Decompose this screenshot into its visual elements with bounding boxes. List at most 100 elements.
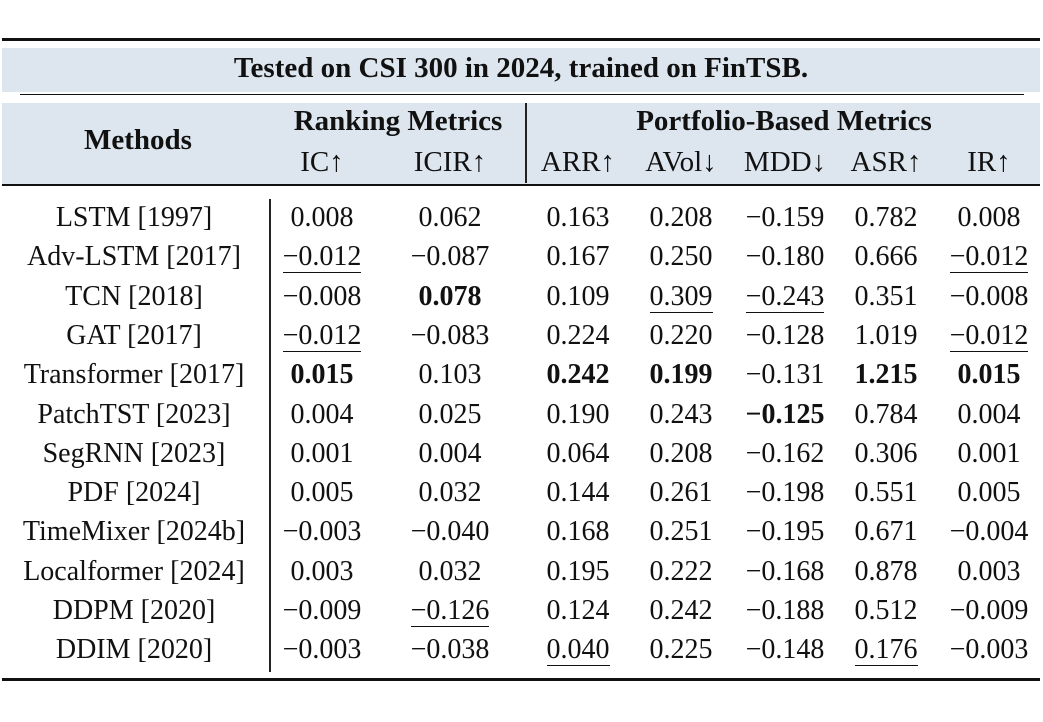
- col-header-ir: IR↑: [967, 146, 1011, 178]
- metric-cell: 0.003: [290, 555, 354, 587]
- table-row: DDPM [2020] −0.009 −0.126 0.124 0.242 −0.188 0…: [0, 591, 1043, 630]
- metric-cell: 0.004: [418, 437, 482, 469]
- header-mid-rule: [2, 184, 1040, 186]
- metric-cell: 0.003: [957, 555, 1021, 587]
- metric-cell: −0.131: [745, 359, 825, 391]
- metric-cell: −0.003: [949, 634, 1029, 666]
- ranking-metrics-header: Ranking Metrics: [293, 105, 503, 137]
- metric-cell: 0.144: [546, 477, 610, 509]
- metric-cell: 0.008: [957, 202, 1021, 233]
- metric-cell: 0.004: [957, 398, 1021, 430]
- metric-cell: −0.004: [949, 516, 1029, 548]
- method-name: DDIM [2020]: [55, 634, 213, 666]
- table-row: Localformer [2024] 0.003 0.032 0.195 0.222 −0…: [0, 552, 1043, 591]
- metric-cell: 0.551: [854, 477, 918, 509]
- metric-cell: −0.162: [745, 437, 825, 469]
- metric-cell: 0.512: [854, 595, 918, 626]
- metric-cell: 0.078: [418, 280, 482, 312]
- table-row: PDF [2024] 0.005 0.032 0.144 0.261 −0.198 0.55…: [0, 473, 1043, 512]
- caption-rule: [20, 94, 1024, 95]
- metric-cell: −0.009: [282, 595, 362, 626]
- metric-cell: 0.199: [649, 359, 713, 391]
- metric-cell: 0.224: [546, 319, 610, 351]
- metric-cell: 0.225: [649, 634, 713, 666]
- method-name: SegRNN [2023]: [42, 437, 226, 469]
- col-header-icir: ICIR↑: [413, 146, 487, 178]
- metric-cell: −0.168: [745, 555, 825, 587]
- metric-cell: 0.008: [290, 202, 354, 233]
- metric-cell: 0.208: [649, 202, 713, 233]
- table-row: PatchTST [2023] 0.004 0.025 0.190 0.243 −0.12…: [0, 395, 1043, 434]
- header-divider: [525, 103, 527, 183]
- metric-cell: 0.242: [649, 595, 713, 626]
- table-row: GAT [2017] −0.012 −0.083 0.224 0.220 −0.128 1.…: [0, 316, 1043, 355]
- metric-cell: 0.015: [290, 359, 354, 391]
- metric-cell: 0.242: [546, 359, 610, 391]
- metric-cell: −0.128: [745, 319, 825, 351]
- table-row: TCN [2018] −0.008 0.078 0.109 0.309 −0.243 0.3…: [0, 277, 1043, 316]
- metric-cell: 0.243: [649, 398, 713, 430]
- metric-cell: −0.188: [745, 595, 825, 626]
- metric-cell: 0.167: [546, 241, 610, 273]
- metric-cell: −0.012: [282, 241, 362, 274]
- metric-cell: −0.180: [745, 241, 825, 273]
- method-name: Localformer [2024]: [23, 555, 245, 587]
- metric-cell: −0.125: [745, 398, 825, 430]
- metric-cell: −0.083: [410, 319, 490, 351]
- portfolio-metrics-header: Portfolio-Based Metrics: [636, 105, 932, 137]
- metric-cell: 0.124: [546, 595, 610, 626]
- col-header-ic: IC↑: [300, 146, 344, 178]
- metric-cell: −0.087: [410, 241, 490, 273]
- metric-cell: 0.351: [854, 280, 918, 312]
- method-name: Transformer [2017]: [23, 359, 245, 391]
- metric-cell: 0.666: [854, 241, 918, 273]
- metric-cell: 0.251: [649, 516, 713, 548]
- methods-header: Methods: [84, 124, 192, 156]
- metric-cell: 0.306: [854, 437, 918, 469]
- table-row: Transformer [2017] 0.015 0.103 0.242 0.199 −0…: [0, 355, 1043, 394]
- metric-cell: −0.012: [282, 319, 362, 352]
- metric-cell: 0.222: [649, 555, 713, 587]
- metric-cell: −0.008: [282, 280, 362, 312]
- top-rule: [2, 38, 1040, 41]
- table-row: LSTM [1997] 0.008 0.062 0.163 0.208 −0.159 0.7…: [0, 198, 1043, 237]
- metric-cell: 0.040: [546, 634, 610, 667]
- metric-cell: −0.126: [410, 595, 490, 627]
- metric-cell: 0.032: [418, 555, 482, 587]
- metric-cell: −0.003: [282, 634, 362, 666]
- metric-cell: −0.008: [949, 280, 1029, 312]
- methods-divider: [269, 199, 271, 672]
- metric-cell: 0.005: [957, 477, 1021, 509]
- metric-cell: 0.261: [649, 477, 713, 509]
- metric-cell: 0.032: [418, 477, 482, 509]
- col-header-asr: ASR↑: [850, 146, 922, 178]
- method-name: Adv-LSTM [2017]: [27, 241, 241, 273]
- table-row: SegRNN [2023] 0.001 0.004 0.064 0.208 −0.162 0…: [0, 434, 1043, 473]
- metric-cell: 0.168: [546, 516, 610, 548]
- table-row: DDIM [2020] −0.003 −0.038 0.040 0.225 −0.148 0…: [0, 630, 1043, 669]
- metric-cell: −0.012: [949, 241, 1029, 274]
- metric-cell: −0.012: [949, 319, 1029, 352]
- metric-cell: 0.109: [546, 280, 610, 312]
- header-band: [2, 103, 1040, 185]
- bottom-rule: [2, 678, 1040, 681]
- metric-cell: 0.001: [290, 437, 354, 469]
- metric-cell: 0.784: [854, 398, 918, 430]
- metric-cell: −0.198: [745, 477, 825, 509]
- metric-cell: 0.220: [649, 319, 713, 351]
- metric-cell: 0.163: [546, 202, 610, 233]
- metric-cell: 0.208: [649, 437, 713, 469]
- metric-cell: 0.782: [854, 202, 918, 233]
- metric-cell: 0.309: [649, 280, 713, 313]
- metric-cell: 0.001: [957, 437, 1021, 469]
- metric-cell: 0.878: [854, 555, 918, 587]
- metric-cell: 0.004: [290, 398, 354, 430]
- metric-cell: −0.148: [745, 634, 825, 666]
- metric-cell: 0.103: [418, 359, 482, 391]
- method-name: LSTM [1997]: [55, 202, 213, 233]
- table-row: TimeMixer [2024b] −0.003 −0.040 0.168 0.251−…: [0, 512, 1043, 551]
- method-name: TCN [2018]: [65, 280, 203, 312]
- method-name: DDPM [2020]: [52, 595, 216, 626]
- method-name: GAT [2017]: [66, 319, 202, 351]
- metric-cell: −0.003: [282, 516, 362, 548]
